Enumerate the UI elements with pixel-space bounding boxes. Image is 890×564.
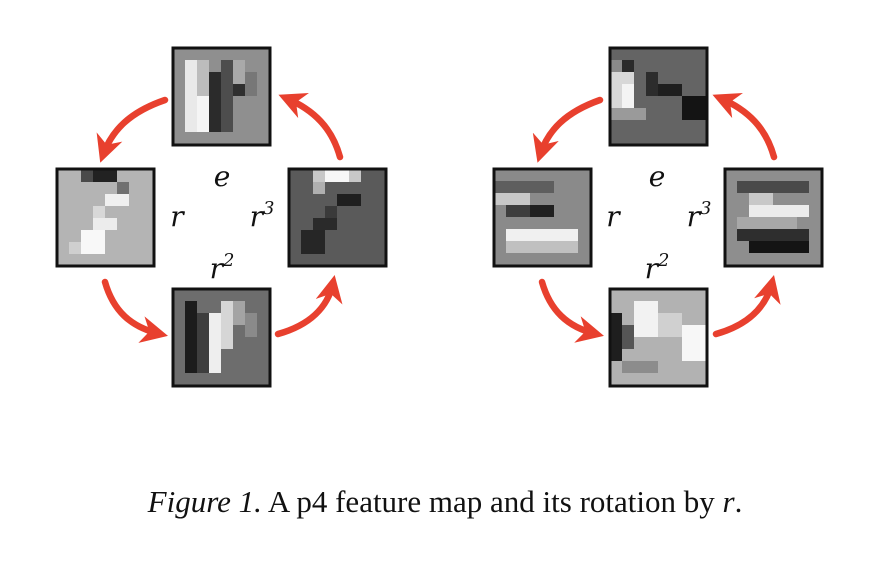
arrow-r-to-r2 xyxy=(101,278,168,343)
feature-patch-r2 xyxy=(608,287,709,388)
feature-patch-r xyxy=(55,167,156,268)
label-r3-exponent: 3 xyxy=(700,198,711,219)
label-r: r xyxy=(170,200,185,233)
label-r2: r2 xyxy=(210,250,235,285)
label-r3: r3 xyxy=(250,198,275,233)
label-e: e xyxy=(214,160,231,193)
label-r2-exponent: 2 xyxy=(657,250,669,271)
rotation-arrows-right xyxy=(532,92,781,343)
label-r2-base: r xyxy=(645,252,660,285)
caption-period: . xyxy=(734,484,743,519)
arrow-r-to-r2 xyxy=(538,278,604,343)
feature-patch-e xyxy=(171,46,272,147)
feature-patch-r3 xyxy=(723,167,824,268)
label-r3-exponent: 3 xyxy=(263,198,274,219)
arrow-e-to-r xyxy=(96,96,169,163)
caption-text: A p4 feature map and its rotation by xyxy=(261,484,723,519)
label-e: e xyxy=(649,160,666,193)
label-r2-exponent: 2 xyxy=(222,250,234,271)
arrow-r3-to-e xyxy=(278,92,344,161)
label-r2-base: r xyxy=(210,252,225,285)
label-r: r xyxy=(606,200,621,233)
label-r3-base: r xyxy=(250,200,265,233)
caption-label: Figure 1. xyxy=(147,484,262,519)
label-r2: r2 xyxy=(645,250,670,285)
arrow-r2-to-r3 xyxy=(274,274,343,338)
feature-patch-r2 xyxy=(171,287,272,388)
label-r3: r3 xyxy=(687,198,712,233)
figure-1: e r r3 r2 xyxy=(55,46,824,388)
arrow-r3-to-e xyxy=(712,92,778,161)
panel-right: e r r3 r2 xyxy=(492,46,824,388)
feature-patch-r xyxy=(492,167,593,268)
feature-patch-r3 xyxy=(287,167,388,268)
feature-patch-e xyxy=(608,46,709,147)
figure-caption: Figure 1. A p4 feature map and its rotat… xyxy=(0,484,890,520)
arrow-r2-to-r3 xyxy=(712,275,781,338)
panel-left: e r r3 r2 xyxy=(55,46,388,388)
rotation-arrows-left xyxy=(96,92,344,343)
label-r3-base: r xyxy=(687,200,702,233)
caption-symbol: r xyxy=(722,484,735,519)
arrow-e-to-r xyxy=(532,96,604,163)
